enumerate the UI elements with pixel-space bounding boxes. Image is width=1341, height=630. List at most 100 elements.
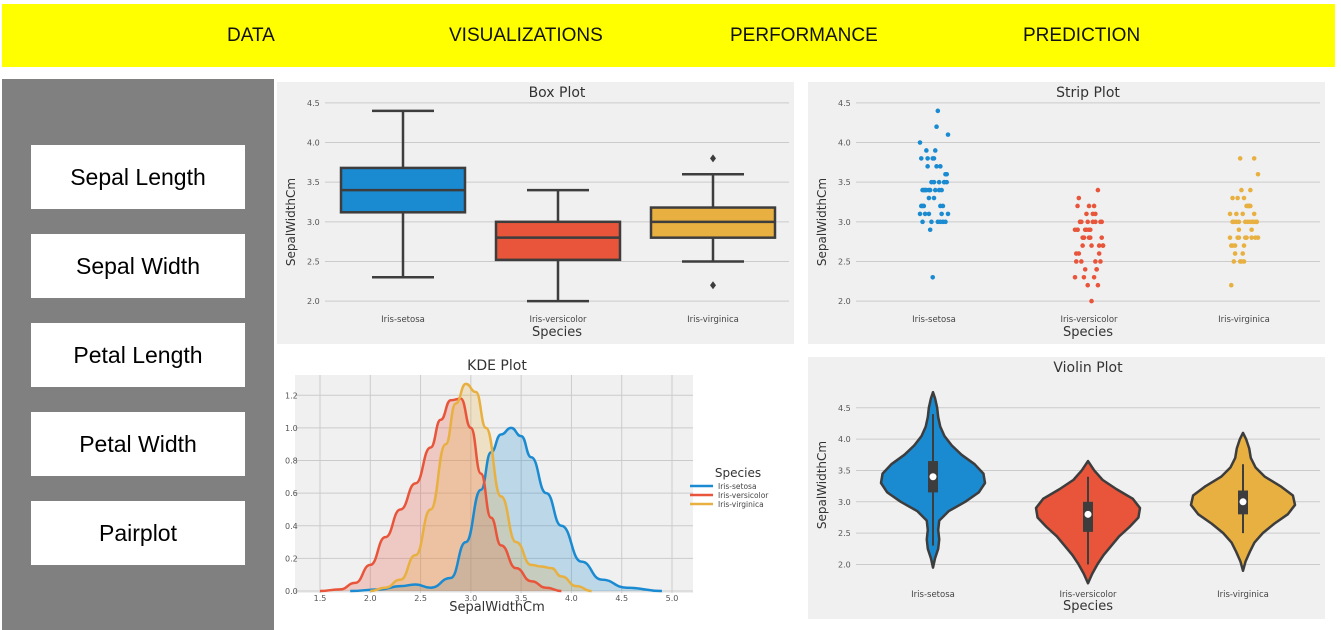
strip-point — [1085, 282, 1091, 288]
strip-point — [932, 148, 938, 153]
strip-point — [1235, 195, 1240, 201]
petal-width-button[interactable]: Petal Width — [31, 412, 245, 476]
x-axis-label: SepalWidthCm — [449, 600, 545, 615]
sepal-length-button[interactable]: Sepal Length — [31, 145, 245, 209]
kde-plot-chart: KDE Plot SepalWidthCm Species 1.5 2.0 2.5 3… — [277, 357, 794, 619]
strip-point — [1077, 219, 1083, 225]
strip-point — [1086, 227, 1092, 233]
strip-point — [1080, 243, 1085, 248]
y-tick-label: 0.4 — [285, 522, 298, 531]
kde-plot-panel: KDE Plot SepalWidthCm Species 1.5 2.0 2.5 3… — [277, 357, 794, 619]
pairplot-button[interactable]: Pairplot — [31, 501, 245, 565]
nav-visualizations[interactable]: VISUALIZATIONS — [449, 25, 603, 46]
violin-plot-chart: Violin Plot Species SepalWidthCm 2.0 2.5 3… — [808, 357, 1325, 619]
strip-point — [1227, 211, 1233, 217]
y-axis-label: SepalWidthCm — [815, 178, 829, 266]
nav-data[interactable]: DATA — [227, 25, 275, 46]
strip-point — [934, 124, 939, 130]
strip-plot-panel: Strip Plot Species SepalWidthCm 2.0 2.5 3.… — [808, 82, 1325, 344]
x-axis-label: Species — [532, 325, 582, 340]
strip-point — [1249, 227, 1254, 233]
strip-point — [918, 156, 924, 161]
y-tick-label: 2.0 — [838, 297, 851, 306]
strip-point — [1230, 195, 1235, 201]
nav-performance[interactable]: PERFORMANCE — [730, 25, 878, 46]
chart-title: KDE Plot — [467, 358, 527, 374]
strip-point — [931, 195, 937, 201]
strip-point — [922, 211, 928, 217]
x-tick-label: Iris-versicolor — [1059, 590, 1117, 600]
strip-point — [927, 187, 933, 193]
strip-point — [1230, 219, 1235, 225]
strip-point — [943, 171, 948, 177]
x-tick-label: Iris-versicolor — [1060, 315, 1118, 325]
strip-point — [1246, 203, 1252, 209]
x-tick-label: Iris-versicolor — [529, 315, 587, 325]
strip-point — [1075, 227, 1080, 233]
strip-point — [934, 164, 939, 169]
y-tick-label: 4.5 — [838, 404, 851, 413]
strip-point — [1231, 259, 1237, 264]
y-tick-label: 0.0 — [285, 587, 298, 596]
strip-point — [925, 156, 930, 161]
violin-plot-panel: Violin Plot Species SepalWidthCm 2.0 2.5 3… — [808, 357, 1325, 619]
y-tick-label: 4.5 — [307, 99, 320, 108]
box-Iris-versicolor — [494, 220, 622, 262]
y-tick-label: 4.5 — [838, 99, 851, 108]
strip-point — [1096, 251, 1102, 256]
kde-line-Iris-virginica — [370, 382, 592, 593]
outlier-point — [710, 154, 716, 163]
x-tick-label: 3.5 — [515, 594, 528, 603]
strip-point — [1240, 251, 1246, 256]
strip-point — [920, 203, 925, 209]
plot-background — [295, 375, 693, 593]
strip-point — [1094, 267, 1099, 272]
y-tick-label: 4.0 — [838, 435, 851, 444]
violin-median — [1239, 498, 1247, 506]
y-tick-label: 3.0 — [307, 218, 320, 227]
y-tick-label: 3.0 — [838, 498, 851, 507]
strip-point — [1089, 243, 1094, 248]
strip-point — [1232, 243, 1238, 248]
x-tick-label: 5.0 — [666, 594, 679, 603]
strip-point — [1093, 259, 1098, 264]
y-tick-label: 1.2 — [285, 391, 298, 400]
strip-point — [1090, 219, 1096, 225]
y-axis-label: SepalWidthCm — [284, 178, 298, 266]
strip-point — [1100, 243, 1106, 248]
strip-point — [1081, 274, 1087, 280]
strip-point — [1251, 211, 1257, 217]
y-tick-label: 4.0 — [838, 139, 851, 148]
strip-point — [1232, 251, 1238, 256]
strip-point — [1075, 203, 1080, 209]
box-plot-chart: Box Plot Species SepalWidthCm 2.0 2.5 3.0 3… — [277, 82, 794, 344]
outlier-point — [710, 281, 716, 290]
strip-point — [1240, 211, 1246, 217]
y-tick-label: 0.8 — [285, 457, 298, 466]
strip-point — [940, 203, 946, 209]
chart-title: Violin Plot — [1053, 360, 1123, 376]
strip-point — [1099, 235, 1105, 240]
x-tick-label: 3.0 — [464, 594, 477, 603]
top-nav-bar: DATA VISUALIZATIONS PERFORMANCE PREDICTI… — [2, 4, 1335, 67]
strip-point — [1098, 219, 1103, 225]
strip-point — [939, 211, 944, 217]
nav-prediction[interactable]: PREDICTION — [1023, 25, 1141, 46]
petal-length-button[interactable]: Petal Length — [31, 323, 245, 387]
strip-point — [1255, 235, 1261, 240]
sepal-width-button[interactable]: Sepal Width — [31, 234, 245, 298]
strip-point — [945, 211, 951, 217]
strip-point — [1081, 235, 1087, 240]
strip-point — [926, 195, 932, 201]
y-tick-label: 2.5 — [838, 257, 851, 266]
strip-point — [929, 219, 934, 225]
strip-point — [1073, 259, 1079, 264]
chart-title: Box Plot — [529, 85, 586, 101]
y-tick-label: 1.0 — [285, 424, 298, 433]
strip-point — [932, 187, 938, 193]
sidebar: Sepal Length Sepal Width Petal Length Pe… — [2, 79, 274, 630]
strip-point — [1255, 171, 1261, 177]
y-tick-label: 2.5 — [838, 529, 851, 538]
strip-point — [1244, 235, 1249, 240]
strip-point — [1089, 298, 1094, 304]
